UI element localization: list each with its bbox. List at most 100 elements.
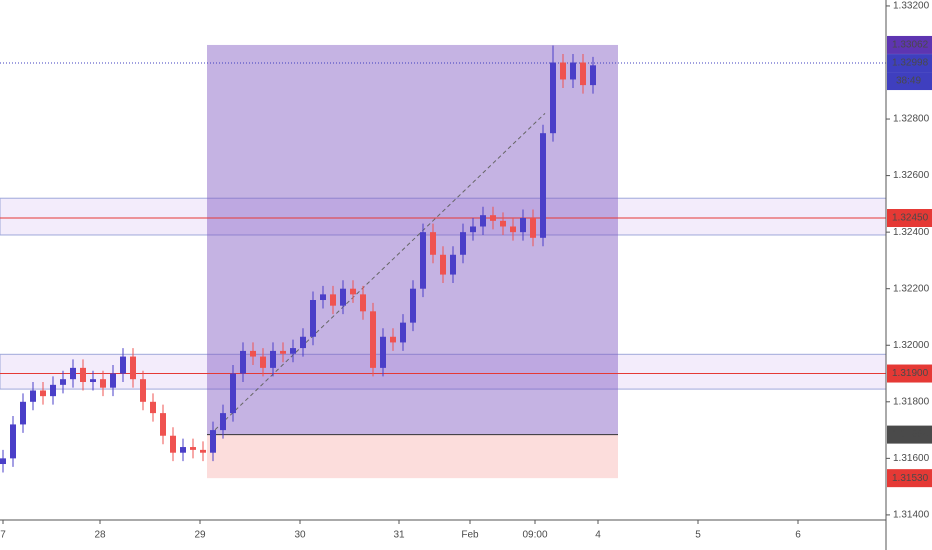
y-tick-label: 1.32400 xyxy=(893,227,930,238)
zone xyxy=(0,197,887,236)
x-tick-label: 4 xyxy=(595,530,601,541)
x-tick-label: 09:00 xyxy=(522,530,547,541)
candle-body xyxy=(580,62,586,86)
candle-body xyxy=(300,336,306,349)
candle-body xyxy=(230,373,236,414)
candle-body xyxy=(480,215,486,227)
candle-body xyxy=(160,413,166,436)
countdown-bg xyxy=(887,72,932,91)
candle-body xyxy=(270,350,276,368)
candle-body xyxy=(320,294,326,301)
candle-body xyxy=(80,367,86,383)
candle-body xyxy=(440,254,446,275)
level-label-bg xyxy=(887,364,932,383)
candle-body xyxy=(430,232,436,255)
y-tick-label: 1.32000 xyxy=(893,340,930,351)
loss-zone xyxy=(207,434,618,479)
candle-body xyxy=(240,350,246,374)
candle-body xyxy=(100,379,106,388)
candle-body xyxy=(150,401,156,414)
candle-body xyxy=(10,424,16,459)
candle-body xyxy=(130,356,136,380)
candle-body xyxy=(290,348,296,354)
candle-body xyxy=(520,218,526,233)
candle-body xyxy=(400,322,406,343)
candle-body xyxy=(120,356,126,374)
x-tick-label: Feb xyxy=(461,530,479,541)
candle-body xyxy=(530,218,536,238)
candle-body xyxy=(450,254,456,275)
candle-body xyxy=(330,294,336,306)
y-tick-label: 1.33200 xyxy=(893,1,930,12)
stop-label-bg xyxy=(887,469,932,488)
candle-body xyxy=(140,379,146,402)
y-tick-label: 1.31600 xyxy=(893,453,930,464)
candle-body xyxy=(370,311,376,368)
candle-body xyxy=(410,288,416,323)
level-label: 1.32450 xyxy=(892,213,929,224)
candle-body xyxy=(200,449,206,453)
candle-body xyxy=(280,350,286,354)
candle-body xyxy=(0,458,6,465)
y-tick-label: 1.32600 xyxy=(893,170,930,181)
stop-label: 1.31530 xyxy=(892,473,929,484)
x-axis-bg xyxy=(0,520,886,550)
entry-label-bg xyxy=(887,425,932,444)
candle-body xyxy=(50,384,56,397)
candle-body xyxy=(190,447,196,450)
entry-label: 1.31684 xyxy=(892,429,929,440)
candle-body xyxy=(310,300,316,337)
current-price-label: 1.32998 xyxy=(892,58,929,69)
x-tick-label: 6 xyxy=(795,530,801,541)
candle-body xyxy=(360,294,366,312)
candle-body xyxy=(350,288,356,295)
candle-body xyxy=(60,379,66,385)
y-tick-label: 1.32200 xyxy=(893,283,930,294)
candle-body xyxy=(490,215,496,221)
candle-body xyxy=(390,336,396,343)
candle-body xyxy=(510,226,516,233)
countdown: 38:49 xyxy=(896,76,921,87)
y-axis-bg xyxy=(886,0,932,550)
candle-body xyxy=(340,288,346,306)
x-tick-label: 29 xyxy=(194,530,206,541)
candle-body xyxy=(460,232,466,255)
zone xyxy=(0,353,887,390)
level-label-bg xyxy=(887,209,932,228)
current-price-label-bg xyxy=(887,54,932,73)
candle-body xyxy=(110,373,116,388)
candle-body xyxy=(30,390,36,402)
candle-body xyxy=(560,62,566,80)
candle-body xyxy=(210,430,216,453)
candle-body xyxy=(550,62,556,134)
y-tick-label: 1.32800 xyxy=(893,114,930,125)
y-tick-label: 1.31800 xyxy=(893,396,930,407)
candle-body xyxy=(500,220,506,227)
x-tick-label: 28 xyxy=(94,530,106,541)
candle-body xyxy=(420,232,426,289)
x-tick-label: 30 xyxy=(294,530,306,541)
candle-body xyxy=(70,367,76,380)
candle-body xyxy=(90,379,96,383)
x-tick-label: 5 xyxy=(695,530,701,541)
candle-body xyxy=(570,62,576,80)
candle-body xyxy=(470,226,476,233)
target-label-bg xyxy=(887,35,932,54)
candle-body xyxy=(180,447,186,453)
candle-body xyxy=(250,350,256,357)
candle-body xyxy=(20,401,26,425)
candle-body xyxy=(590,65,596,86)
target-label: 1.33062 xyxy=(892,40,929,51)
candle-body xyxy=(220,413,226,431)
candle-body xyxy=(380,336,386,368)
candle-body xyxy=(170,435,176,453)
candle-body xyxy=(540,133,546,238)
x-tick-label: 31 xyxy=(393,530,405,541)
x-tick-label: 7 xyxy=(0,530,6,541)
y-tick-label: 1.31400 xyxy=(893,510,930,521)
candle-body xyxy=(260,356,266,368)
level-label: 1.31900 xyxy=(892,368,929,379)
candle-body xyxy=(40,390,46,397)
trend-line xyxy=(209,113,546,435)
